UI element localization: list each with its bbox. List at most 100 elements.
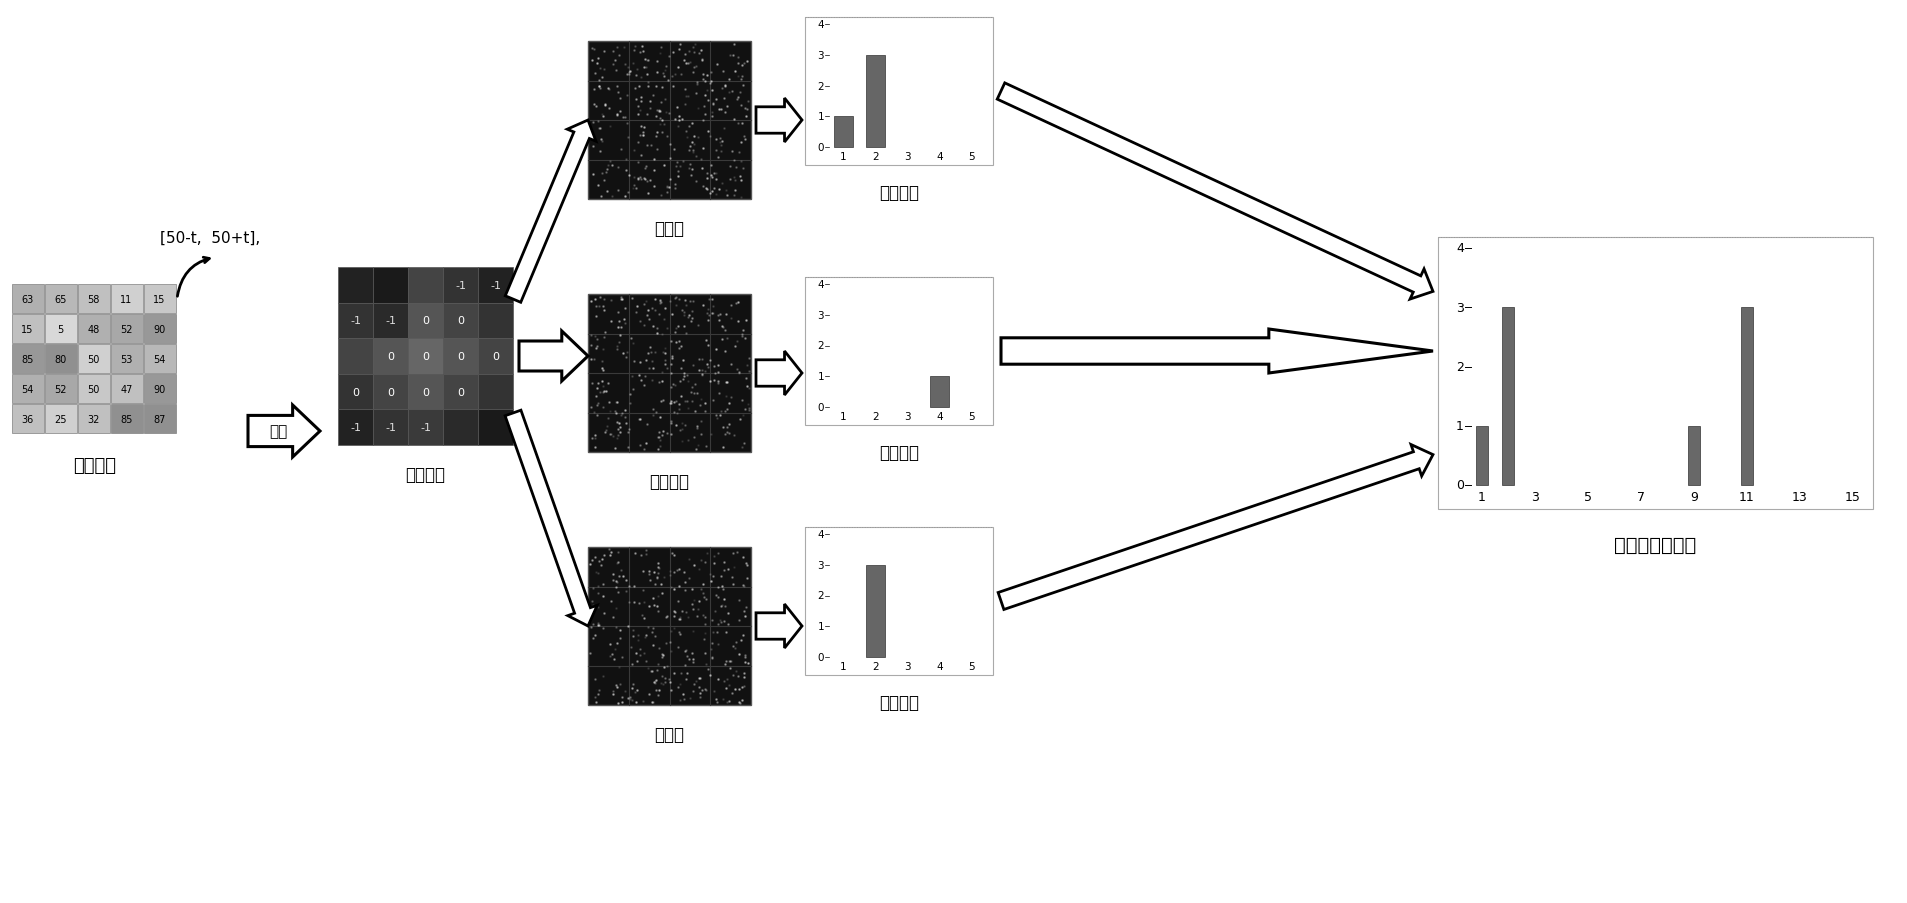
Text: 1: 1: [839, 152, 847, 162]
Text: 90: 90: [153, 325, 166, 335]
Text: 2: 2: [1457, 360, 1465, 374]
Text: 子直方图: 子直方图: [879, 694, 919, 712]
Text: 领域集合: 领域集合: [72, 457, 116, 474]
Text: 53: 53: [120, 355, 133, 365]
Bar: [479, 303, 513, 339]
Text: 52: 52: [120, 325, 133, 335]
Text: 13: 13: [1793, 491, 1808, 504]
Text: 50: 50: [88, 385, 99, 395]
Text: 3: 3: [818, 311, 824, 321]
Text: 1: 1: [818, 621, 824, 631]
Text: 5: 5: [969, 152, 974, 162]
Bar: [833, 117, 852, 148]
Text: 子直方图: 子直方图: [879, 184, 919, 201]
Text: 9: 9: [1690, 491, 1697, 504]
Text: 1: 1: [818, 112, 824, 122]
Bar: [374, 410, 408, 445]
Bar: [805, 18, 994, 166]
Text: 90: 90: [153, 385, 166, 395]
Text: 0: 0: [458, 316, 463, 326]
Text: 4: 4: [936, 661, 944, 671]
Text: 85: 85: [120, 414, 133, 424]
Text: 2: 2: [871, 661, 879, 671]
Bar: [805, 527, 994, 675]
Polygon shape: [755, 604, 803, 648]
Text: 4: 4: [818, 529, 824, 539]
Text: 15: 15: [1844, 491, 1861, 504]
Bar: [442, 339, 479, 375]
Text: -1: -1: [420, 423, 431, 433]
Text: 1: 1: [839, 661, 847, 671]
Bar: [111, 314, 143, 344]
Bar: [46, 405, 76, 433]
Bar: [374, 339, 408, 375]
Bar: [338, 339, 374, 375]
Text: 47: 47: [120, 385, 133, 395]
Text: 3: 3: [904, 412, 912, 422]
Text: 2: 2: [818, 591, 824, 600]
Polygon shape: [755, 351, 803, 396]
Text: 11: 11: [120, 294, 133, 304]
Text: 52: 52: [53, 385, 67, 395]
Bar: [11, 405, 44, 433]
Bar: [866, 565, 885, 657]
Text: 5: 5: [57, 325, 63, 335]
Bar: [11, 375, 44, 404]
Polygon shape: [755, 99, 803, 143]
Bar: [338, 267, 374, 303]
Bar: [442, 267, 479, 303]
Bar: [78, 314, 111, 344]
Polygon shape: [248, 405, 320, 458]
Bar: [11, 284, 44, 313]
Bar: [442, 410, 479, 445]
Text: 4: 4: [1457, 242, 1465, 256]
Bar: [408, 267, 442, 303]
Text: -1: -1: [490, 281, 502, 291]
Bar: [866, 56, 885, 148]
Polygon shape: [505, 121, 597, 303]
Text: 负矩阵: 负矩阵: [654, 725, 685, 743]
Bar: [374, 267, 408, 303]
Bar: [338, 410, 374, 445]
Polygon shape: [505, 411, 597, 627]
Bar: [78, 345, 111, 374]
Bar: [145, 345, 175, 374]
Text: 3: 3: [1457, 302, 1465, 314]
Text: 4: 4: [818, 280, 824, 290]
Text: 0: 0: [387, 351, 395, 361]
Bar: [442, 375, 479, 410]
Text: 5: 5: [1585, 491, 1592, 504]
Text: 32: 32: [88, 414, 99, 424]
Text: 48: 48: [88, 325, 99, 335]
Text: 15: 15: [153, 294, 166, 304]
Polygon shape: [519, 331, 587, 382]
Bar: [46, 345, 76, 374]
Text: 63: 63: [21, 294, 34, 304]
Text: 0: 0: [1457, 479, 1465, 492]
Bar: [587, 42, 751, 200]
Text: 0: 0: [818, 143, 824, 153]
Text: 3: 3: [904, 152, 912, 162]
Text: 0: 0: [387, 387, 395, 397]
Bar: [1503, 308, 1514, 486]
Text: 54: 54: [153, 355, 166, 365]
Text: 65: 65: [53, 294, 67, 304]
Bar: [46, 314, 76, 344]
Bar: [479, 267, 513, 303]
Text: 25: 25: [53, 414, 67, 424]
Text: 1: 1: [818, 372, 824, 382]
Text: 0: 0: [818, 652, 824, 662]
Text: 1: 1: [1478, 491, 1486, 504]
Text: 局部模式直方图: 局部模式直方图: [1615, 535, 1697, 554]
Bar: [338, 303, 374, 339]
Text: 3: 3: [1531, 491, 1539, 504]
Text: 85: 85: [21, 355, 34, 365]
Text: 0: 0: [458, 351, 463, 361]
Bar: [111, 345, 143, 374]
Bar: [442, 303, 479, 339]
Bar: [1741, 308, 1753, 486]
Text: 0: 0: [421, 351, 429, 361]
Text: 5: 5: [969, 412, 974, 422]
Bar: [111, 375, 143, 404]
Bar: [145, 375, 175, 404]
